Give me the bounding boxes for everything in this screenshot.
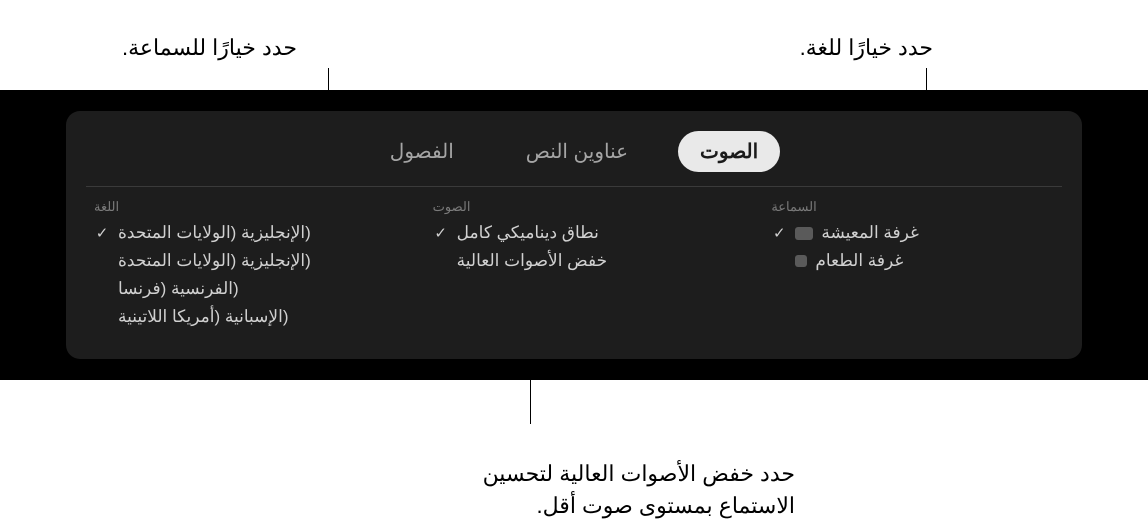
language-item-label: (الإنجليزية (الولايات المتحدة <box>118 223 311 243</box>
callout-reduce-text: حدد خفض الأصوات العالية لتحسين الاستماع … <box>483 461 795 518</box>
language-item-label: (الفرنسية (فرنسا <box>118 279 239 299</box>
sound-item-label: خفض الأصوات العالية <box>457 251 607 271</box>
callout-speaker: حدد خيارًا للسماعة. <box>122 32 297 64</box>
speaker-item-label: غرفة المعيشة <box>821 223 919 243</box>
tab-subtitles[interactable]: عناوين النص <box>504 131 650 172</box>
column-language: اللغة ✓ (الإنجليزية (الولايات المتحدة (ا… <box>66 191 405 359</box>
speaker-item-dining-room[interactable]: غرفة الطعام <box>771 251 1054 271</box>
tab-audio[interactable]: الصوت <box>678 131 780 172</box>
panel-backdrop: الفصول عناوين النص الصوت السماعة ✓ غرفة … <box>0 90 1148 380</box>
homepod-icon <box>795 255 807 267</box>
language-item-es-la[interactable]: (الإسبانية (أمريكا اللاتينية <box>94 307 377 327</box>
language-item-en-us[interactable]: ✓ (الإنجليزية (الولايات المتحدة <box>94 223 377 243</box>
column-sound: الصوت ✓ نطاق ديناميكي كامل خفض الأصوات ا… <box>405 191 744 359</box>
column-speaker-items: ✓ غرفة المعيشة غرفة الطعام <box>771 223 1054 271</box>
language-item-label: (الإنجليزية (الولايات المتحدة <box>118 251 311 271</box>
sound-item-reduce-loud[interactable]: خفض الأصوات العالية <box>433 251 716 271</box>
columns: السماعة ✓ غرفة المعيشة غرفة الطعام <box>66 191 1082 359</box>
check-icon: ✓ <box>433 224 449 242</box>
speaker-item-living-room[interactable]: ✓ غرفة المعيشة <box>771 223 1054 243</box>
column-sound-items: ✓ نطاق ديناميكي كامل خفض الأصوات العالية <box>433 223 716 271</box>
language-item-fr[interactable]: (الفرنسية (فرنسا <box>94 279 377 299</box>
appletv-icon <box>795 227 813 240</box>
callout-speaker-text: حدد خيارًا للسماعة. <box>122 35 297 60</box>
callout-language-text: حدد خيارًا للغة. <box>800 35 933 60</box>
column-sound-header: الصوت <box>433 199 716 215</box>
speaker-item-label: غرفة الطعام <box>815 251 903 271</box>
tab-chapters[interactable]: الفصول <box>368 131 476 172</box>
tab-chapters-label: الفصول <box>390 141 454 163</box>
language-item-en-us-2[interactable]: (الإنجليزية (الولايات المتحدة <box>94 251 377 271</box>
audio-settings-panel: الفصول عناوين النص الصوت السماعة ✓ غرفة … <box>66 111 1082 359</box>
check-icon: ✓ <box>94 224 110 242</box>
tab-subtitles-label: عناوين النص <box>526 141 628 163</box>
column-speaker-header: السماعة <box>771 199 1054 215</box>
sound-item-full-dynamic[interactable]: ✓ نطاق ديناميكي كامل <box>433 223 716 243</box>
sound-item-label: نطاق ديناميكي كامل <box>457 223 599 243</box>
column-speaker: السماعة ✓ غرفة المعيشة غرفة الطعام <box>743 191 1082 359</box>
column-language-header: اللغة <box>94 199 377 215</box>
callout-reduce: حدد خفض الأصوات العالية لتحسين الاستماع … <box>395 426 795 522</box>
callout-language: حدد خيارًا للغة. <box>800 32 933 64</box>
language-item-label: (الإسبانية (أمريكا اللاتينية <box>118 307 289 327</box>
panel-divider <box>86 186 1062 187</box>
column-language-items: ✓ (الإنجليزية (الولايات المتحدة (الإنجلي… <box>94 223 377 327</box>
tabs-bar: الفصول عناوين النص الصوت <box>66 131 1082 172</box>
tab-audio-label: الصوت <box>700 141 758 163</box>
check-icon: ✓ <box>771 224 787 242</box>
